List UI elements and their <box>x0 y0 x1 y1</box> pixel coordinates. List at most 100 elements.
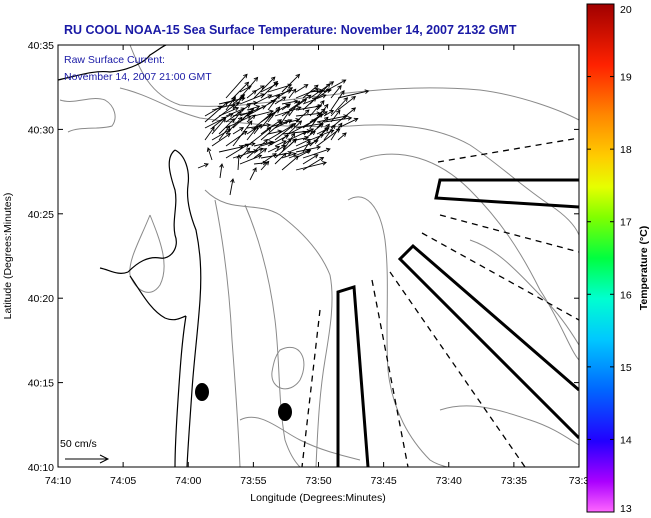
current-vector <box>302 130 316 141</box>
current-vector <box>267 145 281 153</box>
dashed-transects <box>301 137 579 467</box>
current-vector <box>218 145 244 153</box>
current-vector <box>246 89 257 99</box>
contour-channel <box>347 196 480 467</box>
colorbar-label: Temperature (°C) <box>638 226 650 311</box>
y-tick-label: 40:15 <box>28 378 54 390</box>
current-vector <box>204 126 215 141</box>
current-vector <box>288 88 297 99</box>
current-vector <box>246 138 269 159</box>
y-tick-label: 40:30 <box>28 124 54 136</box>
dashed-ray-6 <box>301 309 321 467</box>
current-vector <box>295 84 309 93</box>
current-vector <box>281 155 299 171</box>
current-vector <box>330 97 349 117</box>
current-vector <box>330 84 342 99</box>
current-vector <box>253 148 268 159</box>
current-vector <box>225 143 250 159</box>
current-vector <box>225 104 251 123</box>
plot-area <box>58 45 579 467</box>
transect-box-east <box>434 178 579 209</box>
current-vector <box>302 128 315 135</box>
y-axis-label: Latitude (Degrees:Minutes) <box>2 193 14 320</box>
current-vector <box>295 87 320 99</box>
coastline-river <box>129 275 187 321</box>
current-vector <box>225 116 243 135</box>
current-vector <box>323 116 353 123</box>
current-vector <box>337 96 357 111</box>
map-title: RU COOL NOAA-15 Sea Surface Temperature:… <box>64 23 517 37</box>
transect-box-southeast <box>397 243 579 440</box>
current-vector <box>281 110 290 123</box>
current-vector <box>316 128 341 147</box>
current-vector <box>197 163 209 169</box>
contour-nearshore <box>214 199 241 467</box>
x-tick-label: 73:35 <box>501 475 527 487</box>
current-vector <box>288 139 319 153</box>
current-vector <box>309 123 324 135</box>
surface-current-vectors <box>197 73 370 196</box>
x-tick-label: 74:05 <box>110 475 136 487</box>
y-tick-label: 40:35 <box>28 40 54 52</box>
current-vector <box>281 152 297 159</box>
marker-mooring-west <box>195 383 209 401</box>
contour-south <box>439 405 579 446</box>
x-tick-label: 73:3 <box>569 475 590 487</box>
y-tick-label: 40:20 <box>28 293 54 305</box>
current-vector <box>281 132 296 153</box>
current-vector <box>316 88 331 99</box>
contour-outer <box>129 45 579 121</box>
current-vector <box>218 118 235 135</box>
current-vector <box>309 133 325 141</box>
current-vector <box>302 84 319 99</box>
colorbar-tick-label: 19 <box>620 72 632 84</box>
transect-lines <box>336 178 579 467</box>
colorbar <box>586 3 615 513</box>
vector-scale-arrow <box>65 454 110 464</box>
dashed-ray-1 <box>437 137 579 163</box>
current-vector <box>253 76 276 99</box>
current-vector <box>267 87 294 105</box>
current-vector <box>274 96 287 105</box>
current-vector <box>246 125 259 141</box>
current-vector <box>219 163 224 179</box>
current-vector <box>323 124 336 141</box>
current-vector <box>232 110 242 123</box>
dashed-ray-5 <box>371 279 409 467</box>
coastline-sandy-hook <box>174 149 202 467</box>
current-vector <box>260 151 293 159</box>
colorbar-tick-label: 13 <box>620 503 632 515</box>
current-vector <box>295 138 311 147</box>
x-tick-label: 73:55 <box>240 475 266 487</box>
current-vector <box>246 100 276 117</box>
colorbar-tick-label: 16 <box>620 289 632 301</box>
current-vector <box>246 127 272 147</box>
y-tick-label: 40:10 <box>28 462 54 474</box>
colorbar-tick-label: 17 <box>620 217 632 229</box>
transect-box-south <box>336 285 370 467</box>
current-vector <box>260 120 283 141</box>
contour-knoll <box>271 346 305 390</box>
current-vector <box>211 128 232 141</box>
marker-mooring-east <box>278 403 292 421</box>
current-vector <box>249 167 257 181</box>
coastline <box>58 45 202 467</box>
current-vector <box>236 154 242 171</box>
current-vector <box>281 73 301 93</box>
contour-mid <box>204 189 333 467</box>
contour-shelf <box>469 239 579 346</box>
current-vector <box>323 79 347 93</box>
current-vector <box>267 134 290 147</box>
current-vector <box>232 81 250 99</box>
current-vector <box>232 120 253 147</box>
x-tick-label: 73:40 <box>436 475 462 487</box>
current-vector <box>288 119 317 135</box>
current-vector <box>246 114 256 123</box>
current-vector <box>295 161 327 171</box>
dashed-ray-3 <box>421 232 579 321</box>
current-vector <box>260 153 277 165</box>
current-vector <box>239 93 266 105</box>
current-vector <box>337 132 347 141</box>
x-axis-ticks: 74:10 74:05 74:00 73:55 73:50 73:45 73:40 73:35… <box>45 45 590 487</box>
current-vector <box>204 113 234 129</box>
